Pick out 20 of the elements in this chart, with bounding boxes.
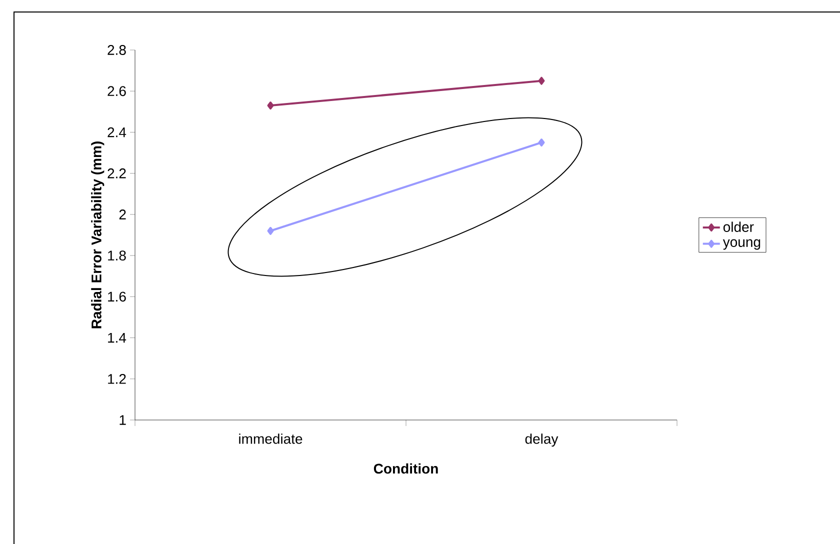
y-axis-title: Radial Error Variability (mm) [91,142,104,328]
legend-label: young [722,239,760,250]
x-tick-label: immediate [239,434,302,444]
y-tick-label: 1.4 [108,332,126,343]
y-tick-label: 1 [120,415,126,425]
point [538,76,545,85]
y-tick-label: 1.8 [108,250,126,261]
x-tick-label: delay [525,434,558,447]
y-tick-label: 2.2 [108,168,126,178]
y-tick-label: 2.4 [108,127,126,138]
point [267,101,274,110]
legend-label: older [723,222,754,232]
y-tick-label: 2.6 [108,86,126,96]
y-tick-label: 1.6 [108,292,126,302]
y-tick-label: 2 [119,210,126,220]
y-tick-label: 2.8 [108,45,126,55]
point [267,226,274,235]
y-tick-label: 1.2 [108,374,126,384]
x-axis-title: Condition [374,463,438,474]
point [538,138,545,146]
